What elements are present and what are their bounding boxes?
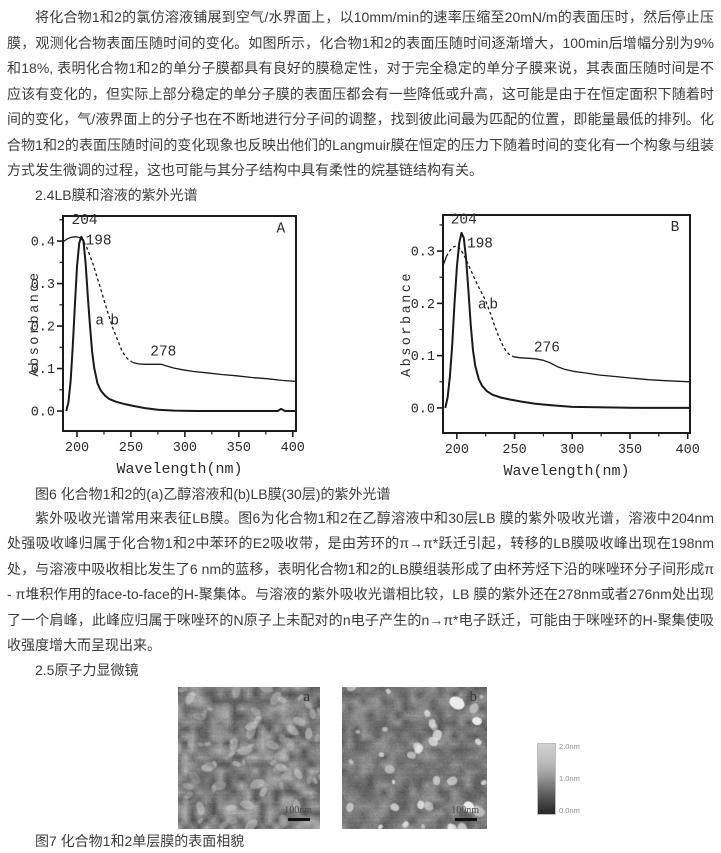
section-heading-2-5: 2.5原子力显微镜: [35, 661, 139, 678]
afm-image-a: a 100nm: [178, 686, 320, 829]
svg-text:204: 204: [451, 212, 477, 228]
svg-text:0.0: 0.0: [411, 402, 435, 417]
afm-image-a-letter: a: [303, 688, 310, 705]
svg-text:a: a: [95, 313, 104, 329]
svg-text:0.1: 0.1: [31, 363, 55, 378]
svg-text:A: A: [277, 221, 286, 237]
svg-text:300: 300: [560, 443, 584, 458]
svg-text:b: b: [489, 297, 498, 313]
uv-spectrum-chart-a: 200 250 300 350 400 0.0 0.1 0.2 0.3 0.4 Wavelength…: [28, 212, 305, 478]
paper-page-root: { "document": { "paragraph1": "将化合物1和2的氯…: [7, 9, 714, 849]
svg-text:200: 200: [445, 443, 469, 458]
svg-text:200: 200: [65, 441, 89, 456]
svg-text:0.2: 0.2: [31, 320, 55, 335]
scalebar-label: 100nm: [284, 804, 312, 816]
svg-text:Absorbance: Absorbance: [400, 270, 415, 376]
svg-text:0.3: 0.3: [31, 278, 55, 293]
colorbar-label-mid: 1.0nm: [559, 773, 580, 783]
svg-text:350: 350: [227, 441, 251, 456]
svg-text:0.1: 0.1: [411, 350, 435, 365]
afm-image-b-letter: b: [469, 688, 478, 705]
afm-image-a-scalebar: 100nm: [284, 805, 312, 821]
section-heading-2-4: 2.4LB膜和溶液的紫外光谱: [35, 186, 198, 203]
uv-spectrum-chart-b: 200 250 300 350 400 0.0 0.1 0.2 0.3 Wavelength(nm…: [400, 212, 700, 480]
figure7-caption: 图7 化合物1和2单层膜的表面相貌: [35, 832, 245, 849]
svg-text:b: b: [110, 313, 119, 329]
figure6-caption: 图6 化合物1和2的(a)乙醇溶液和(b)LB膜(30层)的紫外光谱: [35, 485, 391, 502]
afm-image-b: b 100nm: [342, 686, 487, 829]
scalebar-label: 100nm: [451, 804, 479, 816]
paragraph-uv-analysis: 紫外吸收光谱常用来表征LB膜。图6为化合物1和2在乙醇溶液中和30层LB 膜的紫…: [7, 509, 714, 654]
svg-text:198: 198: [467, 236, 493, 252]
svg-text:0.0: 0.0: [31, 405, 55, 420]
svg-text:a: a: [478, 297, 487, 313]
svg-text:250: 250: [502, 443, 526, 458]
paragraph-film-stability: 将化合物1和2的氯仿溶液铺展到空气/水界面上，以10mm/min的速率压缩至20…: [7, 9, 714, 178]
svg-text:300: 300: [173, 441, 197, 456]
svg-text:Wavelength(nm): Wavelength(nm): [116, 461, 242, 478]
svg-text:0.3: 0.3: [411, 245, 435, 260]
scalebar-line: [455, 817, 477, 821]
svg-text:B: B: [671, 219, 680, 235]
svg-text:198: 198: [86, 233, 112, 249]
colorbar-gradient: [537, 742, 556, 815]
svg-text:204: 204: [72, 212, 98, 228]
svg-text:0.2: 0.2: [411, 297, 435, 312]
svg-text:0.4: 0.4: [31, 235, 55, 250]
colorbar-label-max: 2.0nm: [559, 741, 580, 751]
figure7-afm-images: a 100nm b 100nm 2.0nm 1.0nm 0.0nm: [178, 686, 714, 829]
svg-text:278: 278: [150, 344, 176, 360]
scalebar-line: [288, 817, 310, 821]
afm-image-a-canvas: [178, 686, 320, 829]
svg-text:350: 350: [618, 443, 642, 458]
svg-text:Wavelength(nm): Wavelength(nm): [503, 463, 629, 480]
svg-text:250: 250: [119, 441, 143, 456]
svg-text:Absorbance: Absorbance: [28, 270, 43, 376]
svg-text:400: 400: [676, 443, 700, 458]
afm-height-colorbar: 2.0nm 1.0nm 0.0nm: [537, 741, 600, 822]
afm-image-b-scalebar: 100nm: [451, 805, 479, 821]
afm-image-b-canvas: [342, 686, 487, 829]
svg-text:276: 276: [534, 340, 560, 356]
figure6-charts: 200 250 300 350 400 0.0 0.1 0.2 0.3 0.4 Wavelength…: [28, 208, 714, 482]
colorbar-label-min: 0.0nm: [559, 805, 580, 815]
svg-text:400: 400: [281, 441, 305, 456]
